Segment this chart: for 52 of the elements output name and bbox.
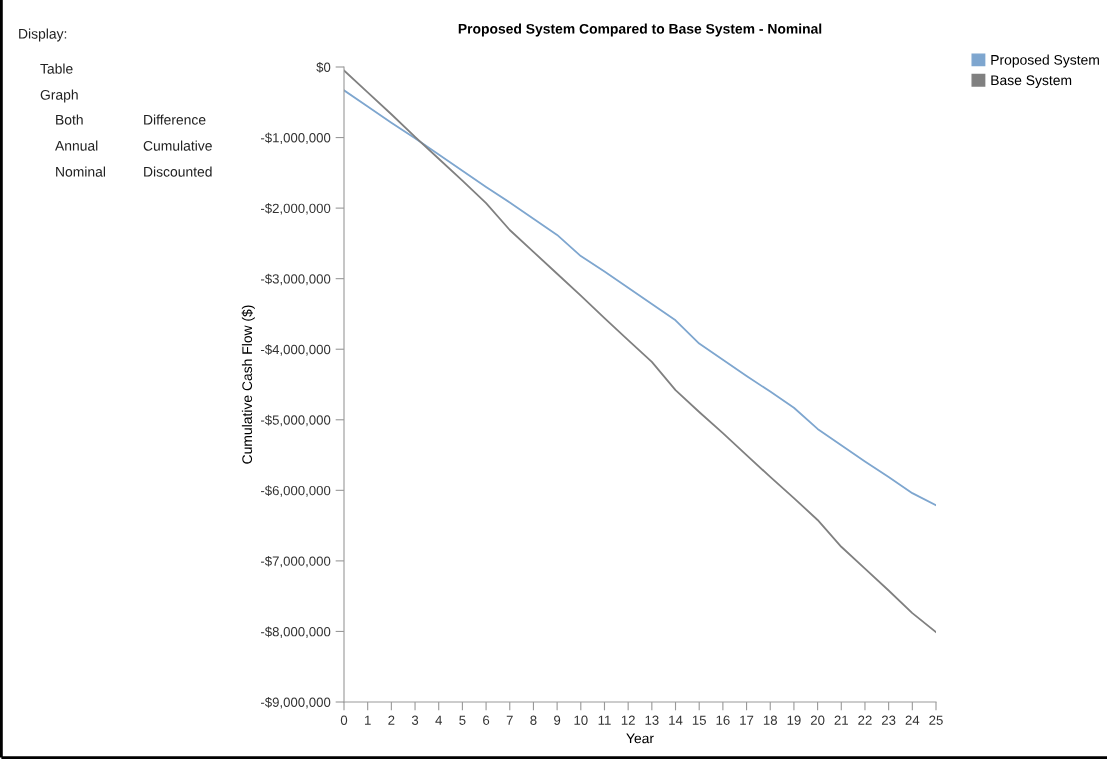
y-tick-label: -$7,000,000 <box>260 555 331 568</box>
chart-title: Proposed System Compared to Base System - Nominal <box>458 23 822 37</box>
x-tick-label: 18 <box>763 715 778 725</box>
y-tick-label: -$9,000,000 <box>260 697 331 709</box>
x-tick-label: 5 <box>459 715 466 725</box>
x-tick-label: 12 <box>621 715 635 725</box>
text: Display: <box>19 28 67 42</box>
x-tick-label: 13 <box>645 715 659 725</box>
y-tick-label: -$2,000,000 <box>260 203 331 215</box>
legend-label: Proposed System <box>991 54 1099 68</box>
x-tick-label: 6 <box>483 715 490 725</box>
x-tick-label: 23 <box>881 715 896 725</box>
y-tick-label: -$1,000,000 <box>260 132 331 145</box>
x-tick-label: 10 <box>574 715 588 725</box>
text: Both <box>56 114 83 125</box>
x-axis-title: Year <box>626 733 654 744</box>
y-tick-label: -$5,000,000 <box>260 414 331 427</box>
x-tick-label: 0 <box>340 715 348 725</box>
text: Table <box>40 63 73 74</box>
text: Graph <box>40 89 78 103</box>
line-series <box>344 89 936 507</box>
x-tick-label: 15 <box>692 715 706 725</box>
x-tick-label: 24 <box>905 715 920 725</box>
x-tick-label: 20 <box>810 715 825 725</box>
x-tick-label: 17 <box>740 715 754 725</box>
x-tick-label: 21 <box>834 715 848 725</box>
x-tick-label: 25 <box>929 715 943 725</box>
text: Annual <box>55 140 98 151</box>
x-tick-label: 3 <box>411 715 419 725</box>
line-series <box>344 69 936 634</box>
x-tick-label: 16 <box>716 715 730 725</box>
x-tick-label: 1 <box>365 715 371 725</box>
y-tick-label: -$4,000,000 <box>260 344 331 356</box>
y-tick-label: -$6,000,000 <box>260 485 331 497</box>
y-tick-label: -$3,000,000 <box>260 273 331 286</box>
x-tick-label: 14 <box>669 715 683 725</box>
x-tick-label: 7 <box>506 715 513 725</box>
y-tick-label: -$8,000,000 <box>260 626 331 638</box>
x-tick-label: 9 <box>554 715 561 725</box>
text: Discounted <box>144 166 212 177</box>
x-tick-label: 8 <box>530 715 537 725</box>
y-tick-label: $0 <box>316 62 331 73</box>
y-axis-title: Cumulative Cash Flow ($) <box>241 305 255 464</box>
x-tick-label: 19 <box>787 715 801 725</box>
text: Cumulative <box>143 140 212 151</box>
x-tick-label: 4 <box>435 715 442 725</box>
legend-label: Base System <box>991 75 1072 88</box>
text: Difference <box>144 114 206 125</box>
text: Nominal <box>56 166 106 177</box>
x-tick-label: 22 <box>858 715 872 725</box>
x-tick-label: 2 <box>388 715 395 725</box>
x-tick-label: 11 <box>598 715 611 725</box>
